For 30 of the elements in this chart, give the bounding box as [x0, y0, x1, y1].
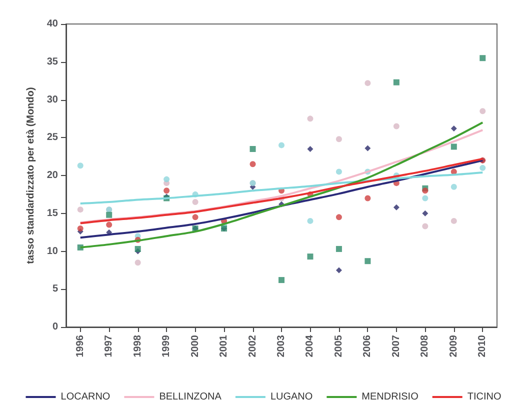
legend-label: MENDRISIO	[362, 392, 419, 402]
x-tick-label: 2001	[218, 334, 230, 358]
y-tick-label: 25	[46, 132, 58, 144]
x-tick-label: 1999	[161, 334, 172, 358]
y-tick-label: 15	[46, 208, 58, 219]
x-tick-label: 2008	[420, 334, 431, 358]
x-tick-label: 1996	[74, 334, 86, 358]
y-tick-label: 0	[52, 322, 58, 332]
y-tick-label: 35	[46, 56, 58, 68]
y-tick-label: 10	[46, 246, 58, 257]
x-tick-label: 2004	[304, 334, 316, 358]
y-axis-title: tasso standardizzato per età (Mondo)	[25, 87, 36, 264]
x-tick-label: 2005	[333, 334, 344, 358]
legend-label: LOCARNO	[60, 392, 110, 402]
legend-label: TICINO	[467, 392, 502, 402]
x-tick-label: 2000	[190, 334, 201, 358]
legend-label: BELLINZONA	[159, 392, 222, 402]
x-tick-label: 1998	[132, 334, 144, 358]
y-tick-label: 30	[46, 94, 58, 106]
x-tick-label: 2009	[448, 334, 460, 358]
x-tick-label: 2002	[247, 334, 258, 358]
x-tick-label: 2006	[362, 334, 374, 358]
x-tick-label: 2003	[276, 334, 287, 358]
y-tick-label: 5	[52, 284, 58, 295]
x-tick-label: 2007	[390, 334, 402, 358]
y-tick-label: 20	[46, 170, 58, 181]
y-tick-label: 40	[46, 18, 58, 30]
x-tick-label: 1997	[104, 334, 115, 358]
x-tick-label: 2010	[477, 334, 488, 358]
legend-label: LUGANO	[270, 392, 313, 402]
